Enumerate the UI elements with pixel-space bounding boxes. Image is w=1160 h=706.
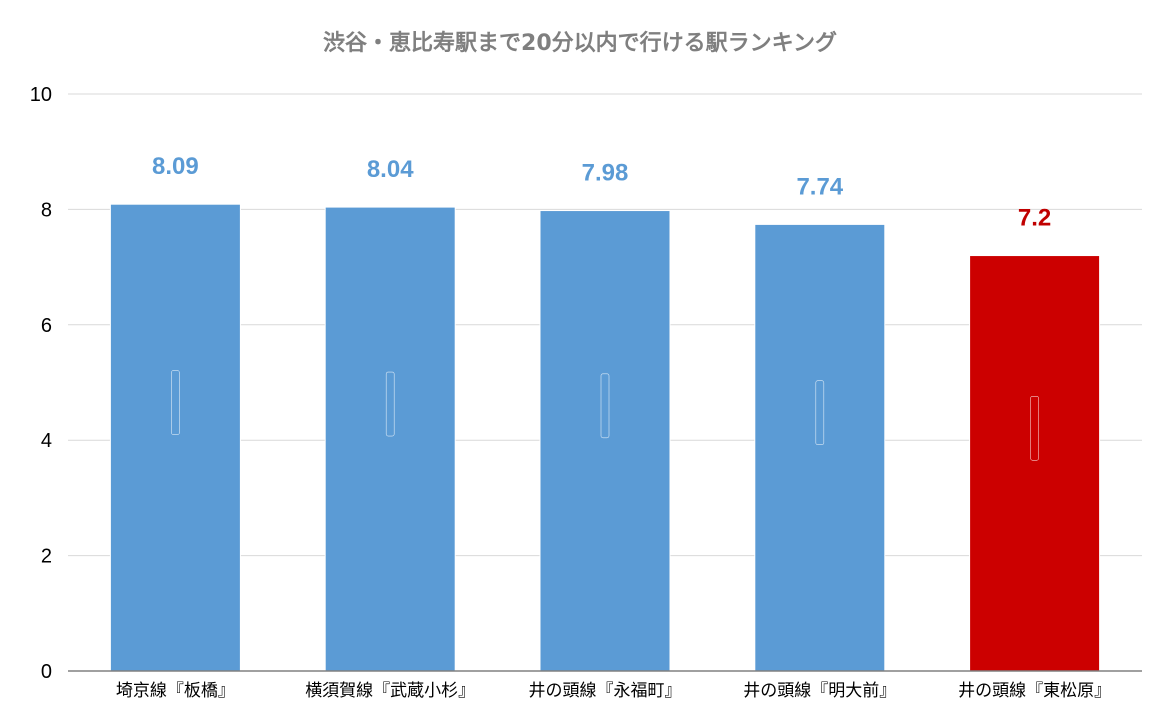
y-tick-label: 2 [41,546,52,568]
chart-title: 渋谷・恵比寿駅まで20分以内で行ける駅ランキング [323,30,837,56]
y-tick-label: 4 [41,430,52,452]
x-tick-label: 井の頭線『東松原』 [958,681,1111,701]
y-tick-label: 6 [41,315,52,337]
bar [754,223,886,672]
bar-inner-label [815,380,825,446]
bar [324,206,456,672]
x-axis-ticks: 埼京線『板橋』 横須賀線『武蔵小杉』 井の頭線『永福町』 井の頭線『明大前』 井の頭線『… [116,681,1111,701]
data-label: 7.2 [1018,205,1051,232]
bar-inner-label [171,370,180,435]
y-axis-ticks: 0 2 4 6 8 10 [30,84,52,683]
y-tick-label: 8 [41,199,52,221]
x-tick-label: 横須賀線『武蔵小杉』 [305,681,475,701]
bar [969,255,1101,672]
y-tick-label: 0 [41,661,52,683]
bar-inner-label [385,371,395,437]
data-label: 8.04 [367,156,414,183]
y-tick-label: 10 [30,84,52,106]
bar-inner-label [1030,395,1039,461]
x-tick-label: 井の頭線『永福町』 [529,681,682,701]
data-label: 7.98 [582,160,629,187]
bar [539,210,671,672]
data-label: 7.74 [796,173,843,200]
bar-inner-label [600,373,610,439]
x-tick-label: 埼京線『板橋』 [116,681,235,701]
data-label: 8.09 [152,153,199,180]
bar [109,203,241,672]
bars [109,203,1101,672]
x-tick-label: 井の頭線『明大前』 [743,681,896,701]
data-labels: 8.09 8.04 7.98 7.74 7.2 [152,153,1051,231]
